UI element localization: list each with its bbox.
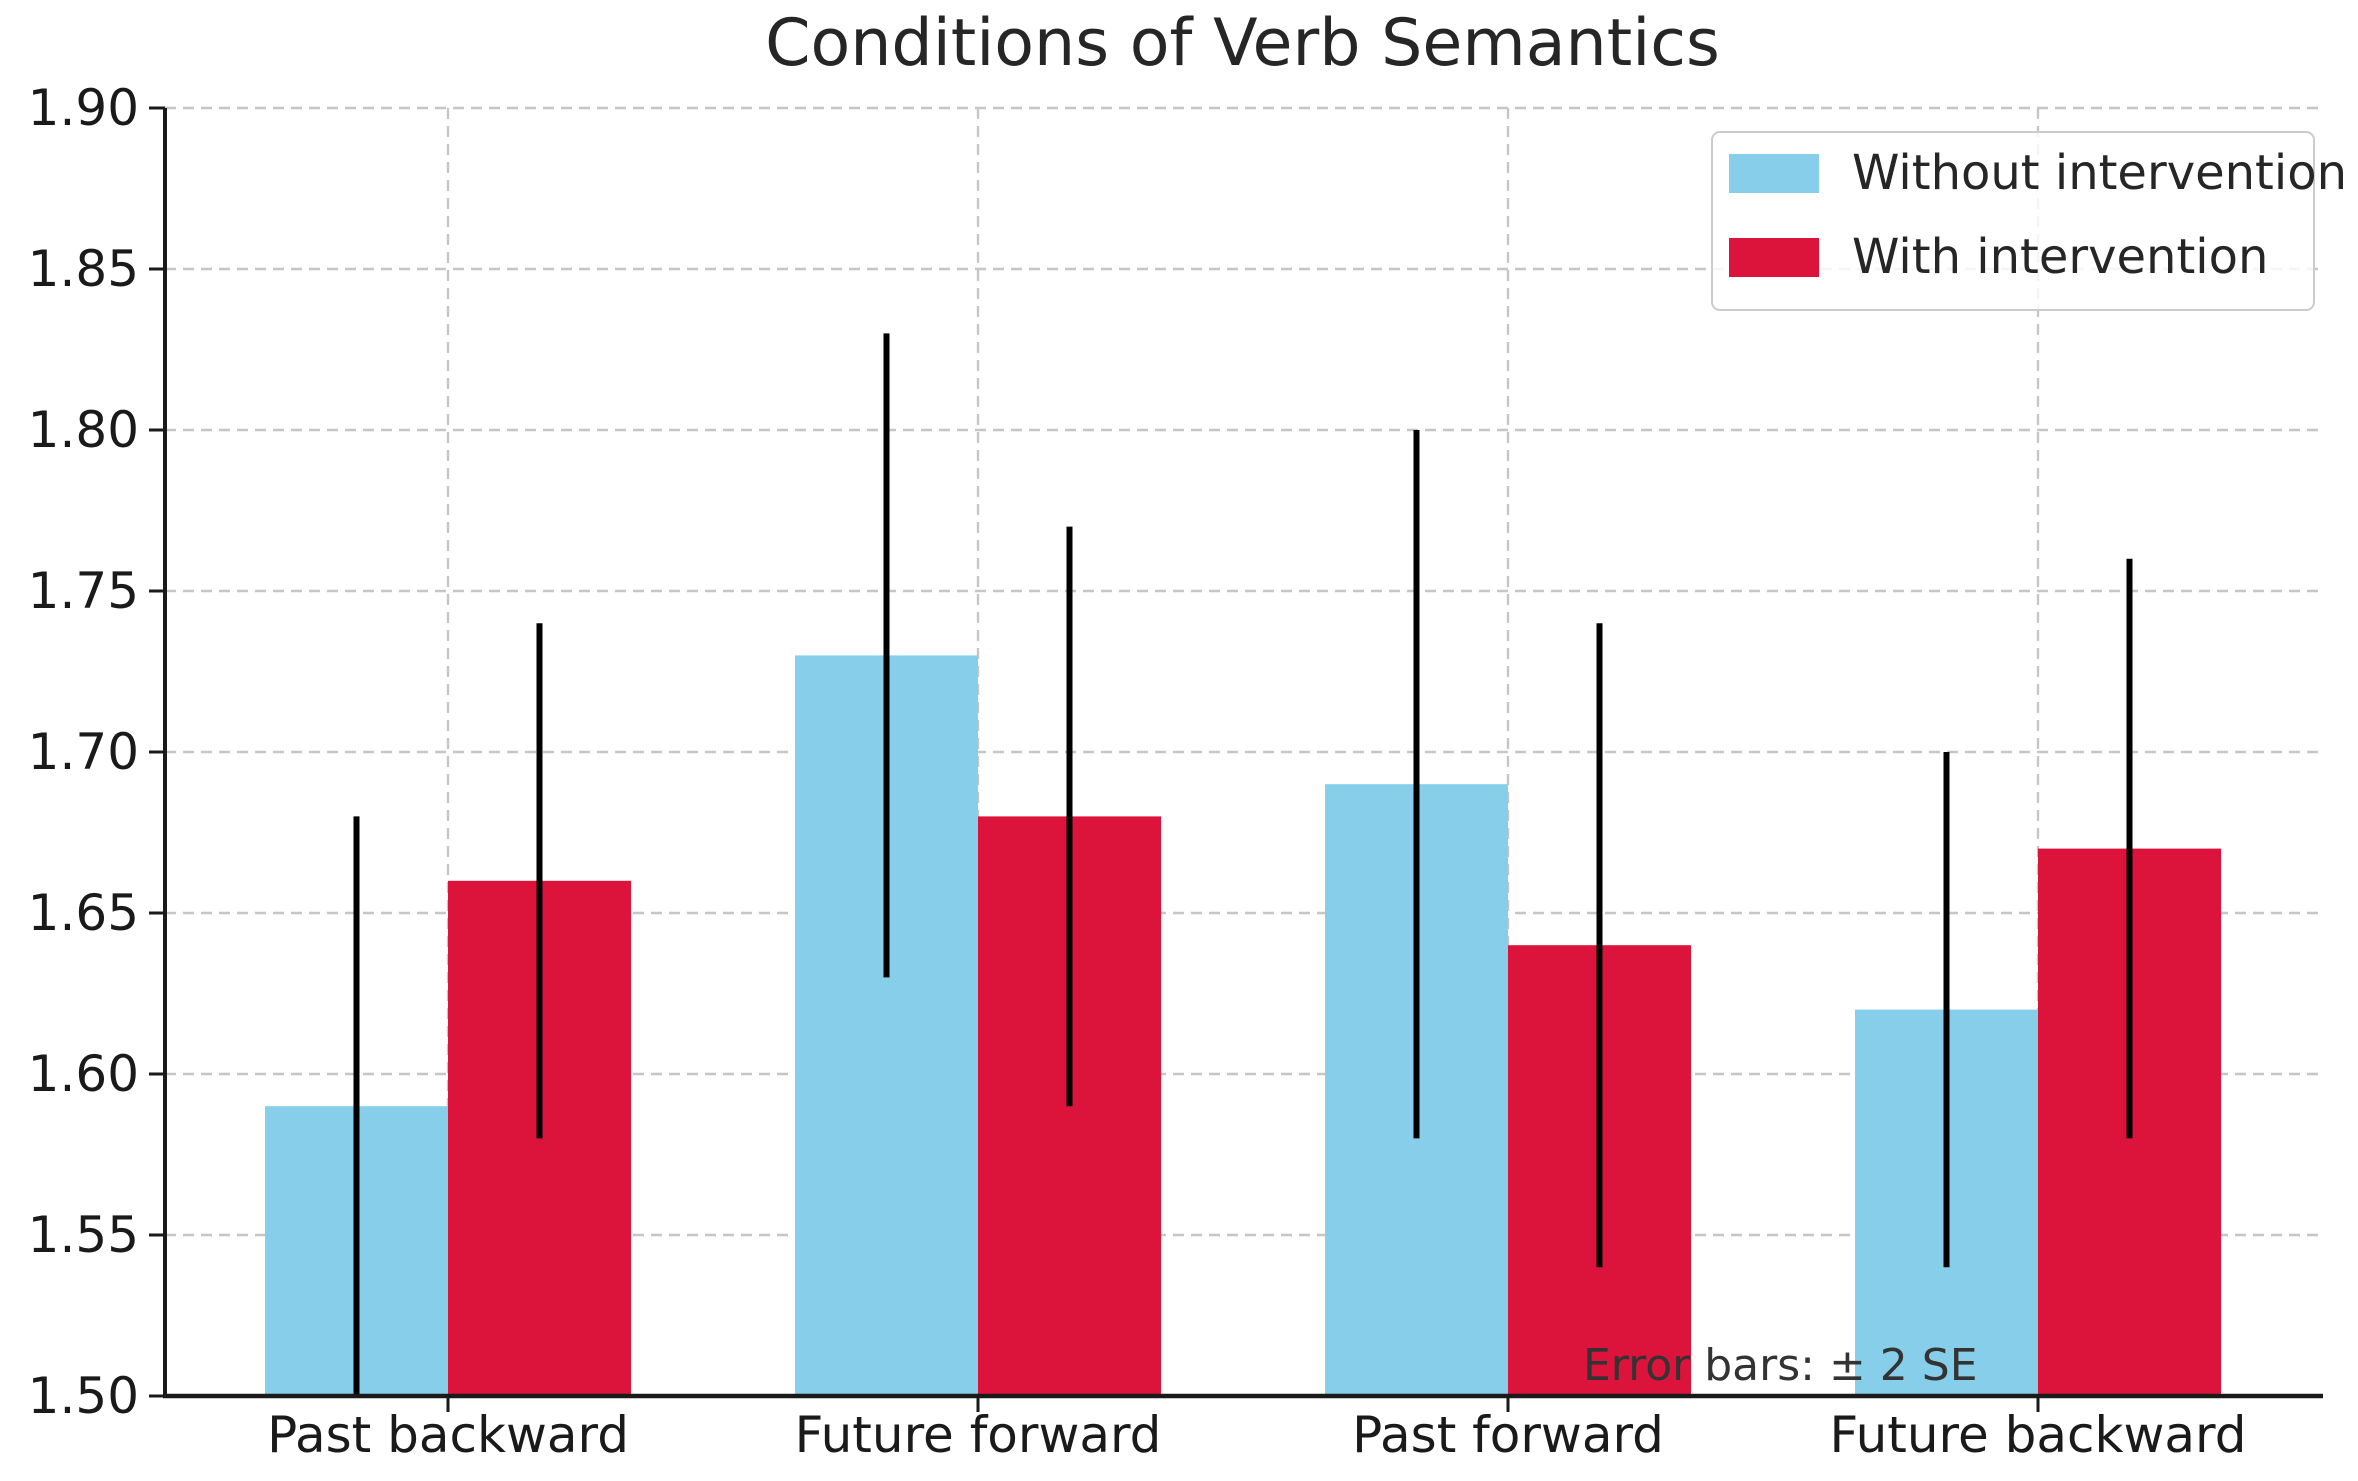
y-tick-label: 1.85 [28, 240, 139, 298]
y-tick-label: 1.60 [28, 1045, 139, 1103]
y-tick-label: 1.80 [28, 401, 139, 459]
legend-label-with-intervention: With intervention [1852, 229, 2269, 285]
x-tick-label-future-backward: Future backward [1830, 1406, 2247, 1464]
y-tick-label: 1.55 [28, 1206, 139, 1264]
legend-swatch-without-intervention [1729, 154, 1819, 193]
legend-item-without-intervention: Without intervention [1729, 149, 2347, 197]
legend-label-without-intervention: Without intervention [1852, 145, 2347, 201]
x-tick-label-past-forward: Past forward [1352, 1406, 1664, 1464]
y-tick-label: 1.70 [28, 723, 139, 781]
x-tick-label-future-forward: Future forward [795, 1406, 1162, 1464]
y-tick-label: 1.65 [28, 884, 139, 942]
legend-item-with-intervention: With intervention [1729, 229, 2313, 285]
y-tick-label: 1.75 [28, 562, 139, 620]
legend: Without intervention With intervention [1711, 131, 2347, 311]
chart-title: Conditions of Verb Semantics [765, 6, 1720, 81]
x-tick-label-past-backward: Past backward [267, 1406, 629, 1464]
y-tick-label: 1.50 [28, 1367, 139, 1425]
legend-swatch-with-intervention [1729, 238, 1819, 277]
y-tick-label: 1.90 [28, 79, 139, 137]
